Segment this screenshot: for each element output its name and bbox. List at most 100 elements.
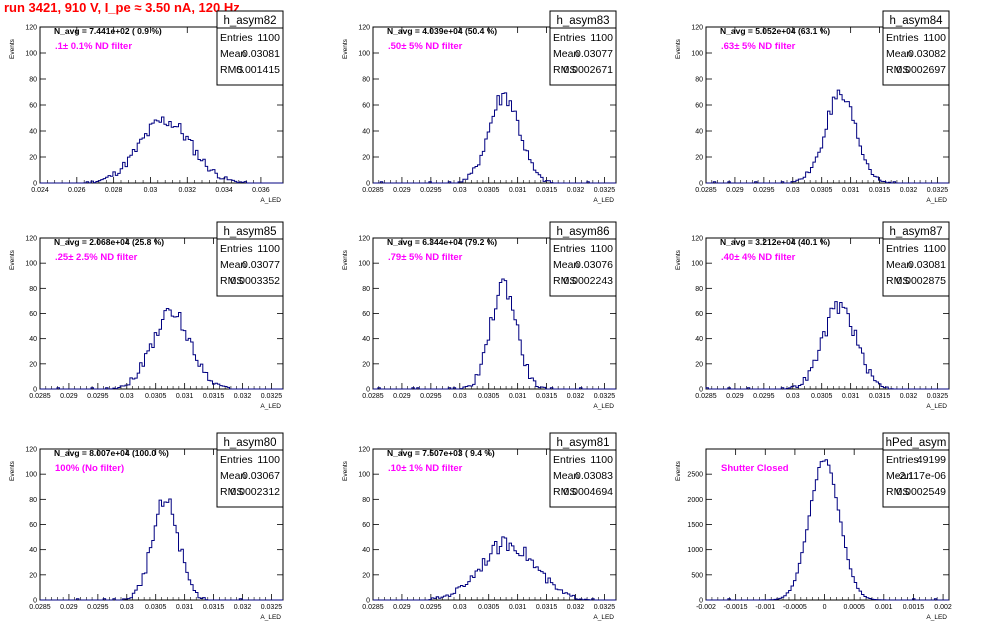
- x-tick-label: 0.032: [234, 393, 252, 400]
- y-tick-label: 20: [362, 155, 370, 162]
- stats-label: RMS: [553, 64, 576, 76]
- y-tick-label: 100: [358, 261, 370, 268]
- y-axis-title: Events: [342, 249, 349, 270]
- x-tick-label: 0.0285: [695, 187, 717, 194]
- stats-value: 0.0004694: [563, 486, 613, 498]
- stats-box-frame: [549, 10, 617, 86]
- x-tick-label: 0.0295: [420, 187, 442, 194]
- y-tick-label: 500: [691, 572, 703, 579]
- y-tick-label: 120: [691, 25, 703, 32]
- x-tick-label: 0.0315: [203, 393, 225, 400]
- histogram-panel-hPed_asym: -0.002 -0.0015 -0.001 -0.0005 0 0.0005 0.001 0.…: [675, 432, 952, 621]
- filter-label: Shutter Closed: [721, 463, 789, 474]
- y-tick-label: 0: [699, 598, 703, 605]
- stats-label: Mean: [553, 470, 579, 482]
- x-tick-label: 0.029: [393, 393, 411, 400]
- y-tick-label: 40: [29, 547, 37, 554]
- x-tick-label: 0.036: [252, 187, 270, 194]
- stats-value: 1100: [257, 32, 280, 44]
- x-tick-label: 0.0285: [362, 187, 384, 194]
- x-tick-label: 0.0295: [87, 604, 109, 611]
- stats-label: Entries: [220, 243, 253, 255]
- n-avg-label: N_avg = 4.039e+04 (50.4 %): [387, 26, 497, 36]
- x-tick-label: 0.031: [176, 393, 194, 400]
- y-tick-label: 80: [362, 77, 370, 84]
- stats-box-frame: [882, 432, 950, 508]
- x-tick-label: 0.0325: [261, 604, 283, 611]
- x-tick-label: 0.032: [234, 604, 252, 611]
- x-tick-label: 0.0315: [536, 187, 558, 194]
- histogram-panel-h_asym87: 0.0285 0.029 0.0295 0.03 0.0305 0.031 0.0315 0.…: [675, 221, 950, 410]
- stats-label: RMS: [220, 64, 243, 76]
- y-tick-label: 60: [695, 103, 703, 110]
- stats-box-frame: [549, 432, 617, 508]
- x-tick-label: 0.0315: [869, 393, 891, 400]
- x-axis-title: A_LED: [593, 614, 614, 621]
- stats-box-frame: [882, 10, 950, 86]
- histogram-outline: [373, 92, 616, 184]
- y-axis-title: Events: [675, 249, 682, 270]
- stats-box-frame: [216, 221, 284, 297]
- stats-value: -2.117e-06: [896, 470, 946, 482]
- y-tick-label: 120: [358, 236, 370, 243]
- stats-value: 1100: [923, 32, 946, 44]
- stats-box-frame: [549, 221, 617, 297]
- stats-value: 1100: [590, 32, 613, 44]
- x-tick-label: 0.0295: [87, 393, 109, 400]
- filter-label: .10± 1% ND filter: [388, 463, 463, 474]
- stats-value: 1100: [257, 454, 280, 466]
- stats-value: 49199: [917, 454, 946, 466]
- stats-value: 0.001415: [236, 64, 280, 76]
- y-tick-label: 20: [695, 155, 703, 162]
- stats-value: 0.0002312: [230, 486, 280, 498]
- y-tick-label: 1000: [687, 547, 703, 554]
- x-tick-label: 0.03: [453, 604, 467, 611]
- histogram-name: h_asym82: [223, 15, 276, 27]
- y-axis-title: Events: [342, 460, 349, 481]
- y-tick-label: 40: [29, 336, 37, 343]
- y-tick-label: 120: [25, 236, 37, 243]
- histogram-panel-h_asym81: 0.0285 0.029 0.0295 0.03 0.0305 0.031 0.0315 0.…: [342, 432, 617, 621]
- x-tick-label: -0.002: [696, 604, 716, 611]
- filter-label: .63± 5% ND filter: [721, 41, 796, 52]
- x-tick-label: 0.002: [934, 604, 952, 611]
- x-tick-label: -0.0005: [783, 604, 807, 611]
- stats-value: 0.03081: [242, 48, 280, 60]
- y-tick-label: 40: [29, 129, 37, 136]
- stats-label: RMS: [553, 486, 576, 498]
- x-tick-label: 0.0305: [478, 393, 500, 400]
- y-tick-label: 20: [695, 361, 703, 368]
- x-tick-label: 0.0325: [594, 393, 616, 400]
- y-tick-label: 40: [362, 129, 370, 136]
- n-avg-label: N_avg = 5.052e+04 (63.1 %): [720, 26, 830, 36]
- stats-label: Entries: [553, 243, 586, 255]
- x-tick-label: 0.0305: [145, 604, 167, 611]
- y-tick-label: 60: [362, 311, 370, 318]
- y-tick-label: 100: [25, 472, 37, 479]
- x-tick-label: 0.0285: [29, 393, 51, 400]
- y-axis-title: Events: [675, 460, 682, 481]
- y-tick-label: 1500: [687, 522, 703, 529]
- y-axis-title: Events: [9, 38, 16, 59]
- x-axis-title: A_LED: [260, 403, 281, 410]
- x-tick-label: 0.0295: [753, 187, 775, 194]
- y-tick-label: 120: [358, 25, 370, 32]
- stats-box-frame: [882, 221, 950, 297]
- x-axis-title: A_LED: [260, 197, 281, 204]
- stats-label: Entries: [886, 454, 919, 466]
- y-tick-label: 0: [366, 598, 370, 605]
- y-tick-label: 80: [29, 286, 37, 293]
- x-tick-label: 0.0315: [203, 604, 225, 611]
- histogram-panel-h_asym84: 0.0285 0.029 0.0295 0.03 0.0305 0.031 0.0315 0.…: [675, 10, 950, 204]
- x-axis-title: A_LED: [593, 197, 614, 204]
- y-tick-label: 100: [358, 472, 370, 479]
- x-axis-title: A_LED: [926, 614, 947, 621]
- x-tick-label: 0.0005: [843, 604, 865, 611]
- x-tick-label: 0.001: [875, 604, 893, 611]
- stats-label: RMS: [553, 275, 576, 287]
- filter-label: .40± 4% ND filter: [721, 252, 796, 263]
